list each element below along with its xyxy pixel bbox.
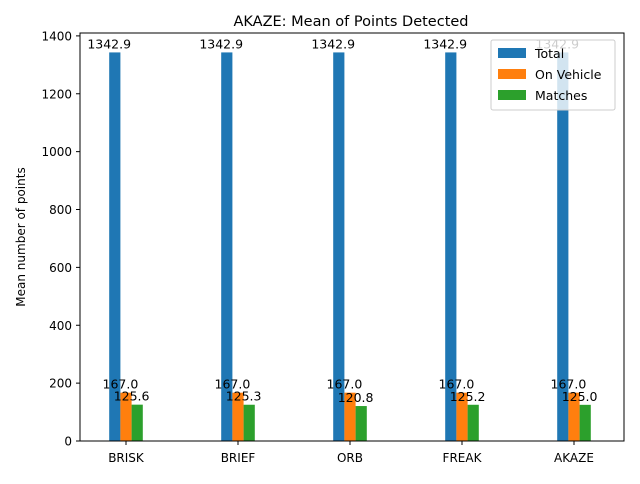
bar-value-label: 1342.9	[423, 36, 467, 51]
y-axis-label: Mean number of points	[14, 167, 28, 306]
bar	[232, 392, 244, 441]
bar-value-label: 167.0	[103, 377, 139, 392]
chart-title: AKAZE: Mean of Points Detected	[233, 14, 468, 30]
bar-value-label: 125.2	[450, 389, 486, 404]
x-tick-label: BRISK	[108, 451, 145, 465]
bar	[109, 52, 121, 442]
bar	[243, 404, 255, 441]
y-tick-label: 400	[49, 319, 72, 333]
x-tick-label: ORB	[337, 451, 363, 465]
legend-label: On Vehicle	[535, 67, 602, 82]
y-tick-label: 0	[64, 435, 72, 449]
legend-label: Total	[534, 46, 564, 61]
bar-value-label: 1342.9	[87, 36, 131, 51]
bar	[131, 404, 143, 441]
legend-label: Matches	[535, 88, 587, 103]
y-tick-label: 1400	[41, 29, 72, 43]
bar	[568, 392, 580, 441]
legend-swatch	[498, 48, 526, 58]
bar-value-label: 167.0	[215, 377, 251, 392]
bar-value-label: 167.0	[551, 377, 587, 392]
bar	[355, 406, 367, 441]
y-tick-label: 800	[49, 203, 72, 217]
x-tick-label: BRIEF	[221, 451, 256, 465]
bar-value-label: 1342.9	[199, 36, 243, 51]
plot-frame	[79, 32, 625, 442]
bar	[445, 52, 457, 442]
bar	[467, 404, 479, 441]
bar	[221, 52, 233, 442]
bar	[456, 392, 468, 441]
bar	[557, 52, 569, 442]
plot-area: 1342.91342.91342.91342.91342.9167.0167.0…	[41, 29, 625, 465]
bar	[333, 52, 345, 442]
bar	[579, 404, 591, 441]
y-tick-label: 200	[49, 377, 72, 391]
x-tick-label: AKAZE	[554, 451, 594, 465]
x-tick-label: FREAK	[443, 451, 483, 465]
bar	[344, 392, 356, 441]
bar-value-label: 125.6	[114, 389, 150, 404]
y-tick-label: 1200	[41, 87, 72, 101]
y-tick-label: 600	[49, 261, 72, 275]
legend-swatch	[498, 90, 526, 100]
bar-value-label: 125.3	[226, 389, 262, 404]
legend-swatch	[498, 69, 526, 79]
bar-value-label: 167.0	[327, 377, 363, 392]
bar-value-label: 167.0	[439, 377, 475, 392]
bar-value-label: 125.0	[562, 389, 598, 404]
bar-value-label: 120.8	[338, 390, 374, 405]
bar	[120, 392, 132, 441]
y-tick-label: 1000	[41, 145, 72, 159]
bar-value-label: 1342.9	[311, 36, 355, 51]
